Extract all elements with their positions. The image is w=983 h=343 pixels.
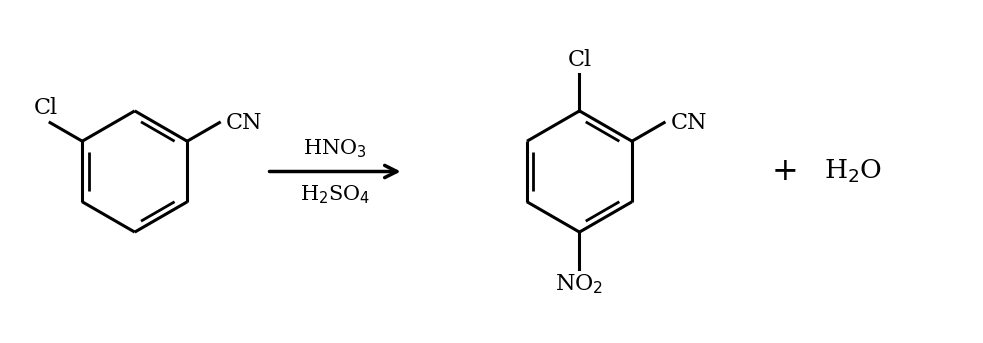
Text: NO$_2$: NO$_2$ — [555, 272, 604, 296]
Text: H$_2$O: H$_2$O — [824, 158, 882, 185]
Text: +: + — [772, 156, 798, 187]
Text: HNO$_3$: HNO$_3$ — [303, 137, 367, 160]
Text: Cl: Cl — [34, 97, 58, 119]
Text: CN: CN — [226, 111, 262, 134]
Text: CN: CN — [671, 111, 708, 134]
Text: Cl: Cl — [567, 49, 592, 71]
Text: H$_2$SO$_4$: H$_2$SO$_4$ — [300, 183, 371, 206]
